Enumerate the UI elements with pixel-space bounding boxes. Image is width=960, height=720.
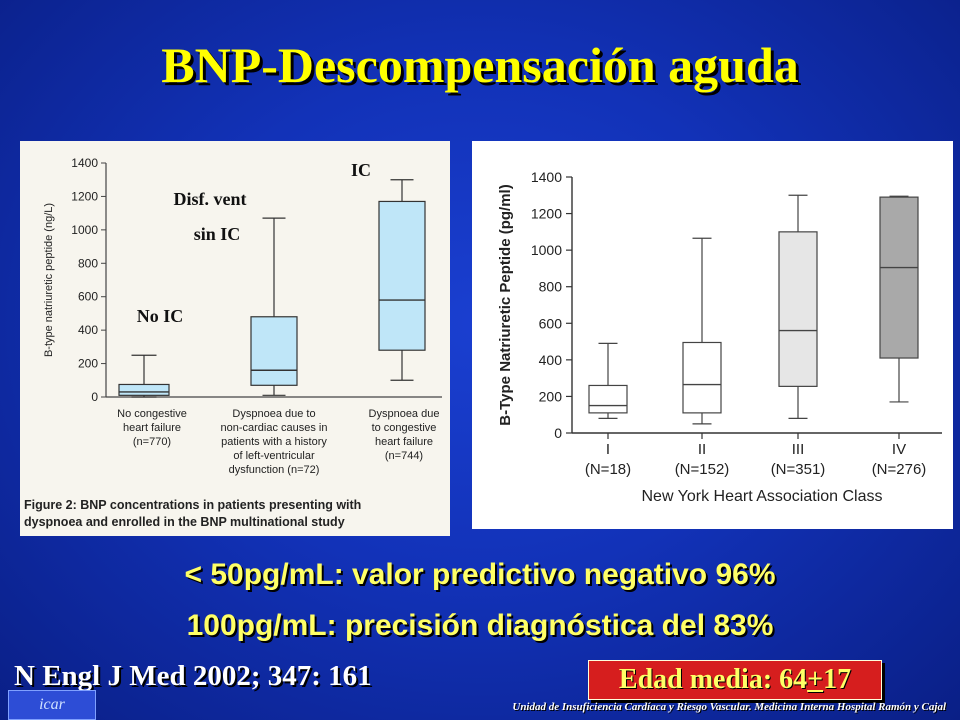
y-tick-label-7: 1400 xyxy=(71,156,98,170)
y-tick-label-2: 400 xyxy=(78,323,98,337)
category-label-1-0: Dyspnoea due to xyxy=(232,408,315,420)
y-tick-label-4: 800 xyxy=(78,256,98,270)
slide-title: BNP-Descompensación aguda xyxy=(161,37,799,93)
y-tick-label-5: 1000 xyxy=(531,242,562,258)
box-iqr-0 xyxy=(588,384,628,414)
box-iqr-1 xyxy=(250,316,298,386)
box-iqr-3 xyxy=(879,196,919,359)
x-axis-label: New York Heart Association Class xyxy=(642,488,883,505)
figure-caption-line2: dyspnoea and enrolled in the BNP multina… xyxy=(24,515,345,529)
category-n-3: (N=276) xyxy=(872,461,927,478)
category-label-0-0: No congestive xyxy=(117,408,187,420)
box-iqr-1 xyxy=(682,341,722,414)
y-tick-label-3: 600 xyxy=(539,315,563,331)
annotation-1: Disf. vent xyxy=(174,189,247,209)
negative-predictive-value-text: < 50pg/mL: valor predictivo negativo 96% xyxy=(184,558,776,591)
footer-institution: Unidad de Insuficiencia Cardíaca y Riesg… xyxy=(512,701,946,713)
bnp-multinational-box-plot: 0 200 400 600 800 1000 1200 1400 B-type natriure… xyxy=(24,156,442,529)
y-tick-label-0: 0 xyxy=(91,390,98,404)
category-label-2-0: Dyspnoea due xyxy=(369,408,440,420)
chart-left-panel: 0 200 400 600 800 1000 1200 1400 B-type natriure… xyxy=(20,141,450,536)
box-iqr-2 xyxy=(378,200,426,351)
y-tick-label-4: 800 xyxy=(539,279,563,295)
category-n-1: (N=152) xyxy=(675,461,730,478)
category-label-0-1: heart failure xyxy=(123,422,181,434)
chart-right-panel: 0 200 400 600 800 1000 1200 1400 B-Type Natriure… xyxy=(472,141,953,529)
y-tick-label-6: 1200 xyxy=(531,206,562,222)
box-iqr-0 xyxy=(118,383,170,396)
figure-caption-line1: Figure 2: BNP concentrations in patients… xyxy=(24,498,361,512)
category-label-1-4: dysfunction (n=72) xyxy=(229,464,320,476)
y-tick-label-1: 200 xyxy=(78,357,98,371)
y-axis-label: B-Type Natriuretic Peptide (pg/ml) xyxy=(497,184,514,425)
category-label-2-1: to congestive xyxy=(372,422,437,434)
y-tick-label-5: 1000 xyxy=(71,223,98,237)
category-label-1-2: patients with a history xyxy=(221,436,327,448)
category-label-1-1: non-cardiac causes in xyxy=(220,422,327,434)
nyha-class-box-plot: 0 200 400 600 800 1000 1200 1400 B-Type Natriure… xyxy=(497,169,942,505)
ucar-logo: icar xyxy=(8,690,96,720)
category-n-0: (N=18) xyxy=(585,461,631,478)
category-label-0-2: (n=770) xyxy=(133,436,171,448)
diagnostic-accuracy-text: 100pg/mL: precisión diagnóstica del 83% xyxy=(186,609,774,642)
box-iqr-2 xyxy=(778,231,818,387)
category-n-2: (N=351) xyxy=(771,461,826,478)
annotation-2: sin IC xyxy=(194,224,241,244)
annotation-0: No IC xyxy=(137,306,184,326)
category-label-2-2: heart failure xyxy=(375,436,433,448)
category-label-1-3: of left-ventricular xyxy=(233,450,315,462)
y-tick-label-0: 0 xyxy=(554,425,562,441)
y-tick-label-7: 1400 xyxy=(531,169,562,185)
y-tick-label-3: 600 xyxy=(78,290,98,304)
y-tick-label-1: 200 xyxy=(539,388,563,404)
age-suffix: 17 xyxy=(823,664,852,695)
category-label-3: IV xyxy=(892,441,906,458)
category-label-2-3: (n=744) xyxy=(385,450,423,462)
category-label-0: I xyxy=(606,441,610,458)
mean-age-badge: Edad media: 64 + 17 xyxy=(588,660,882,700)
y-axis-label: B-type natriuretic peptide (ng/L) xyxy=(43,203,55,357)
y-tick-label-6: 1200 xyxy=(71,189,98,203)
age-plus-minus: + xyxy=(807,664,824,695)
logo-text: icar xyxy=(39,696,65,713)
y-tick-label-2: 400 xyxy=(539,352,563,368)
reference-citation: N Engl J Med 2002; 347: 161 xyxy=(14,660,372,692)
category-label-1: II xyxy=(698,441,706,458)
age-prefix: Edad media: 64 xyxy=(618,664,808,695)
annotation-3: IC xyxy=(351,160,371,180)
category-label-2: III xyxy=(792,441,805,458)
